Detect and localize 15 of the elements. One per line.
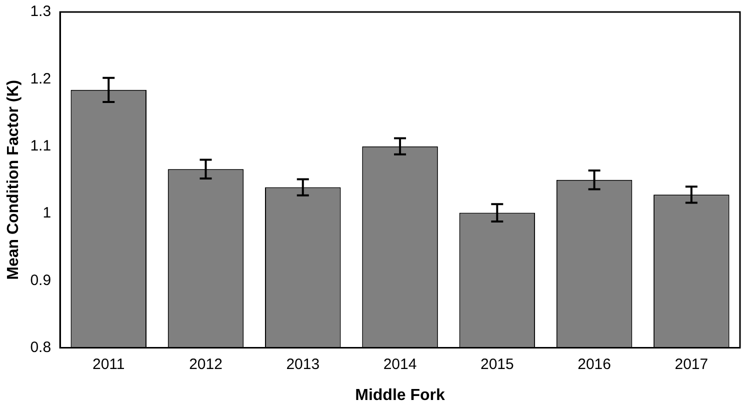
y-tick-label: 0.9 [30,272,52,289]
x-tick-label: 2012 [189,356,222,373]
x-tick-label: 2017 [674,356,708,373]
y-tick-label: 1.1 [30,137,52,154]
y-tick-label: 0.8 [30,338,52,356]
y-tick-label: 1 [42,204,52,222]
x-tick-label: 2016 [578,356,611,373]
x-tick-label: 2011 [92,356,125,373]
x-tick-label: 2015 [480,356,514,373]
y-tick-label: 1.3 [30,3,52,20]
x-axis-title: Middle Fork [355,386,446,404]
x-tick-label: 2013 [286,356,320,373]
y-axis-title: Mean Condition Factor (K) [5,80,22,280]
y-tick-label: 1.2 [30,70,52,88]
x-tick-label: 2014 [383,356,417,373]
